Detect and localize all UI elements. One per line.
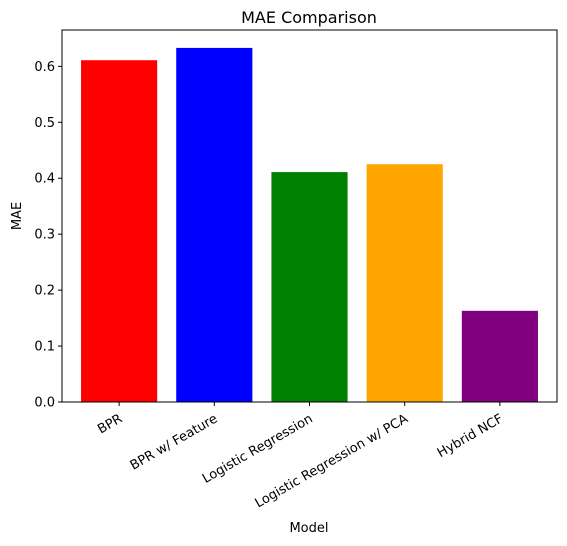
x-tick-label: BPR: [95, 411, 125, 437]
bar-1: [176, 47, 253, 402]
y-tick-label: 0.6: [34, 60, 55, 75]
bar-4: [461, 310, 538, 402]
y-tick-label: 0.4: [34, 172, 55, 187]
y-tick-label: 0.2: [34, 284, 55, 299]
bar-3: [366, 164, 443, 402]
chart-title: MAE Comparison: [241, 8, 377, 27]
x-tick-label: Hybrid NCF: [435, 411, 506, 461]
x-tick-label: Logistic Regression w/ PCA: [253, 411, 411, 511]
y-axis-label: MAE: [10, 202, 25, 230]
y-tick-label: 0.1: [34, 340, 55, 355]
x-axis-label: Model: [289, 521, 328, 536]
bar-0: [81, 60, 158, 402]
y-tick-label: 0.0: [34, 396, 55, 411]
bars-group: [81, 47, 538, 402]
y-tick-label: 0.5: [34, 116, 55, 131]
y-tick-label: 0.3: [34, 228, 55, 243]
x-tick-label: BPR w/ Feature: [128, 411, 221, 473]
bar-2: [271, 172, 348, 402]
y-axis-ticks: 0.0 0.1 0.2 0.3 0.4 0.5 0.6: [34, 60, 62, 411]
